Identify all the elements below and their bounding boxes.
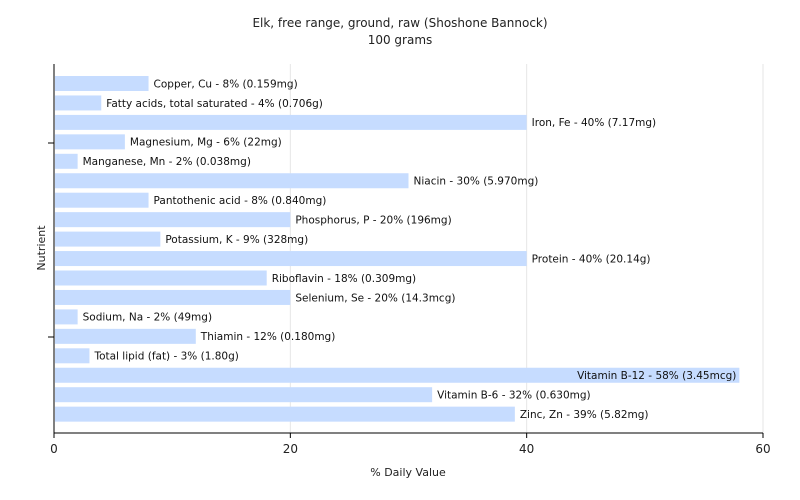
bar-3 — [55, 134, 125, 150]
bar-5 — [55, 173, 409, 189]
bar-12 — [55, 309, 78, 325]
bar-label-5: Niacin - 30% (5.970mg) — [414, 176, 539, 188]
bar-17 — [55, 406, 515, 422]
bar-label-12: Sodium, Na - 2% (49mg) — [83, 312, 212, 324]
bar-0 — [55, 76, 149, 91]
x-axis-title: % Daily Value — [370, 466, 446, 479]
bar-label-8: Potassium, K - 9% (328mg) — [165, 234, 308, 246]
axes: 0 20 40 60 — [48, 64, 771, 456]
bar-9 — [55, 251, 527, 267]
bar-16 — [55, 387, 433, 403]
bar-7 — [55, 212, 291, 228]
bar-label-15: Vitamin B-12 - 58% (3.45mcg) — [577, 370, 736, 382]
bar-label-13: Thiamin - 12% (0.180mg) — [200, 331, 336, 343]
bar-label-2: Iron, Fe - 40% (7.17mg) — [532, 117, 656, 129]
chart-subtitle: 100 grams — [368, 33, 433, 47]
bar-label-1: Fatty acids, total saturated - 4% (0.706… — [106, 98, 323, 110]
bar-label-4: Manganese, Mn - 2% (0.038mg) — [83, 156, 251, 168]
bar-label-3: Magnesium, Mg - 6% (22mg) — [130, 137, 282, 149]
x-tick-label-40: 40 — [519, 442, 534, 456]
x-tick-label-0: 0 — [50, 442, 58, 456]
bar-11 — [55, 289, 291, 305]
bar-15 — [55, 367, 740, 383]
bar-labels-group: Copper, Cu - 8% (0.159mg) Fatty acids, to… — [83, 78, 737, 421]
chart-title: Elk, free range, ground, raw (Shoshone B… — [252, 16, 547, 30]
bar-label-0: Copper, Cu - 8% (0.159mg) — [154, 78, 298, 90]
bar-14 — [55, 348, 90, 364]
bar-label-17: Zinc, Zn - 39% (5.82mg) — [520, 409, 649, 421]
bar-label-9: Protein - 40% (20.14g) — [532, 253, 651, 265]
bar-label-14: Total lipid (fat) - 3% (1.80g) — [93, 351, 238, 363]
bar-2 — [55, 114, 527, 130]
bars-group — [55, 76, 740, 422]
x-tick-label-20: 20 — [283, 442, 298, 456]
y-axis-title: Nutrient — [35, 225, 48, 271]
bar-4 — [55, 153, 78, 169]
bar-label-10: Riboflavin - 18% (0.309mg) — [272, 273, 416, 285]
bar-13 — [55, 328, 196, 344]
bar-1 — [55, 95, 102, 111]
bar-6 — [55, 192, 149, 208]
bar-10 — [55, 270, 267, 286]
bar-8 — [55, 231, 161, 247]
bar-label-7: Phosphorus, P - 20% (196mg) — [295, 214, 451, 226]
x-tick-label-60: 60 — [755, 442, 770, 456]
bar-label-11: Selenium, Se - 20% (14.3mcg) — [295, 292, 455, 304]
bar-label-6: Pantothenic acid - 8% (0.840mg) — [154, 195, 327, 207]
bar-label-16: Vitamin B-6 - 32% (0.630mg) — [437, 390, 591, 402]
